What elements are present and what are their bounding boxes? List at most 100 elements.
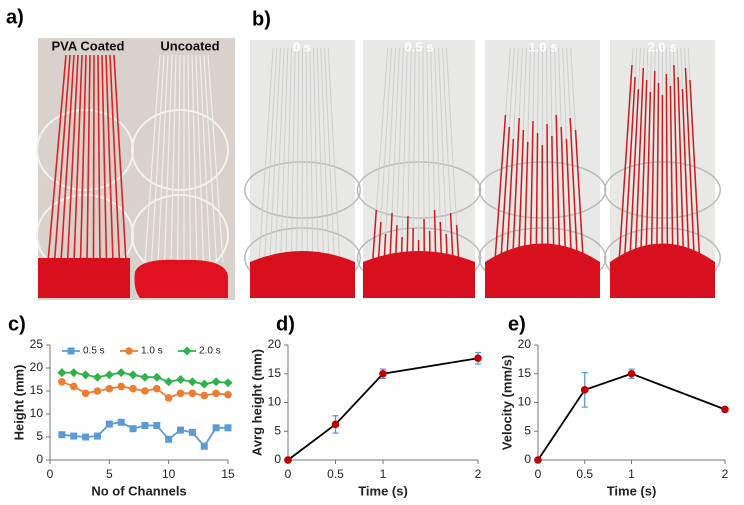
marker [224, 424, 232, 432]
marker [105, 384, 114, 393]
legend-marker [125, 347, 133, 355]
marker [534, 456, 542, 464]
x-tick-label: 0 [535, 467, 542, 481]
x-tick-label: 0.5 [327, 467, 344, 481]
panel-label: e) [508, 313, 526, 335]
channel [327, 47, 341, 273]
x-tick-label: 0.5 [576, 467, 593, 481]
marker [129, 425, 137, 433]
pool [38, 258, 130, 298]
photo-label: 2.0 s [648, 39, 677, 54]
channel-fill [644, 91, 652, 273]
photo-label: Uncoated [160, 38, 219, 53]
channel-fill [673, 64, 680, 273]
channel [285, 47, 292, 273]
marker [211, 377, 221, 387]
channel-fill [499, 126, 511, 273]
photo-label: 0 s [293, 39, 311, 54]
marker [105, 420, 113, 428]
pool [134, 259, 228, 298]
y-tick-label: 15 [518, 366, 532, 380]
channel-fill [677, 76, 685, 273]
photo-label: 1.0 s [529, 39, 558, 54]
marker [223, 378, 233, 388]
x-tick-label: 15 [221, 467, 235, 481]
channel [66, 54, 79, 263]
channel [313, 47, 319, 273]
channel-fill [655, 82, 660, 273]
marker [379, 369, 387, 378]
channel [47, 54, 67, 263]
pool [485, 243, 600, 298]
marker [140, 372, 150, 382]
marker [284, 456, 292, 464]
y-tick-label: 15 [30, 383, 44, 397]
marker [117, 418, 125, 426]
panel-label: c) [8, 313, 26, 335]
marker [200, 391, 209, 400]
marker [474, 354, 482, 363]
marker [129, 384, 137, 393]
marker [177, 426, 185, 434]
channel [92, 54, 95, 263]
channel [316, 47, 325, 273]
x-axis-title: Time (s) [358, 483, 408, 498]
channel-fill [505, 138, 515, 273]
channel [97, 54, 101, 263]
channel [157, 54, 169, 263]
y-tick-label: 0 [524, 452, 531, 466]
panel-label: a) [6, 6, 24, 28]
marker [153, 422, 161, 429]
y-tick-label: 10 [268, 395, 282, 409]
channel [150, 54, 165, 263]
marker [141, 387, 149, 395]
y-axis-title: Velocity (mm/s) [499, 355, 514, 450]
marker [93, 432, 101, 440]
marker [331, 420, 340, 429]
series-line [537, 372, 726, 461]
marker [81, 389, 90, 398]
marker [58, 431, 66, 439]
x-tick-label: 2 [475, 467, 482, 481]
legend-label: 1.0 s [141, 346, 163, 357]
x-tick-label: 0 [47, 467, 54, 481]
channel-fill [511, 117, 520, 273]
channel [101, 54, 108, 263]
x-axis-title: Time (s) [607, 483, 657, 498]
x-tick-label: 0 [285, 467, 292, 481]
y-tick-label: 20 [30, 360, 44, 374]
marker [212, 389, 220, 398]
channel [305, 47, 309, 273]
y-tick-label: 10 [518, 395, 532, 409]
marker [152, 372, 162, 382]
y-tick-label: 25 [30, 337, 44, 351]
channel [309, 47, 314, 273]
photo-label: PVA Coated [52, 38, 125, 53]
marker [69, 382, 78, 391]
marker [164, 377, 174, 387]
channel-fill [623, 76, 636, 273]
marker [580, 386, 589, 394]
pool [363, 251, 475, 298]
x-tick-label: 1 [380, 467, 387, 481]
marker [224, 390, 232, 399]
channel [163, 54, 173, 263]
channel [195, 54, 205, 263]
channel [144, 54, 161, 263]
channel-fill [669, 85, 674, 273]
channel-fill [665, 73, 669, 273]
channel [268, 47, 281, 273]
marker [187, 377, 197, 387]
channel [176, 54, 181, 263]
x-tick-label: 10 [162, 467, 176, 481]
y-axis-title: Avrg height (mm) [249, 349, 264, 456]
marker [58, 378, 66, 386]
marker [153, 384, 161, 393]
channel [296, 47, 300, 273]
marker [188, 428, 196, 436]
photos [36, 38, 721, 300]
channel [109, 54, 121, 263]
channel [320, 47, 330, 273]
channel [113, 54, 127, 263]
